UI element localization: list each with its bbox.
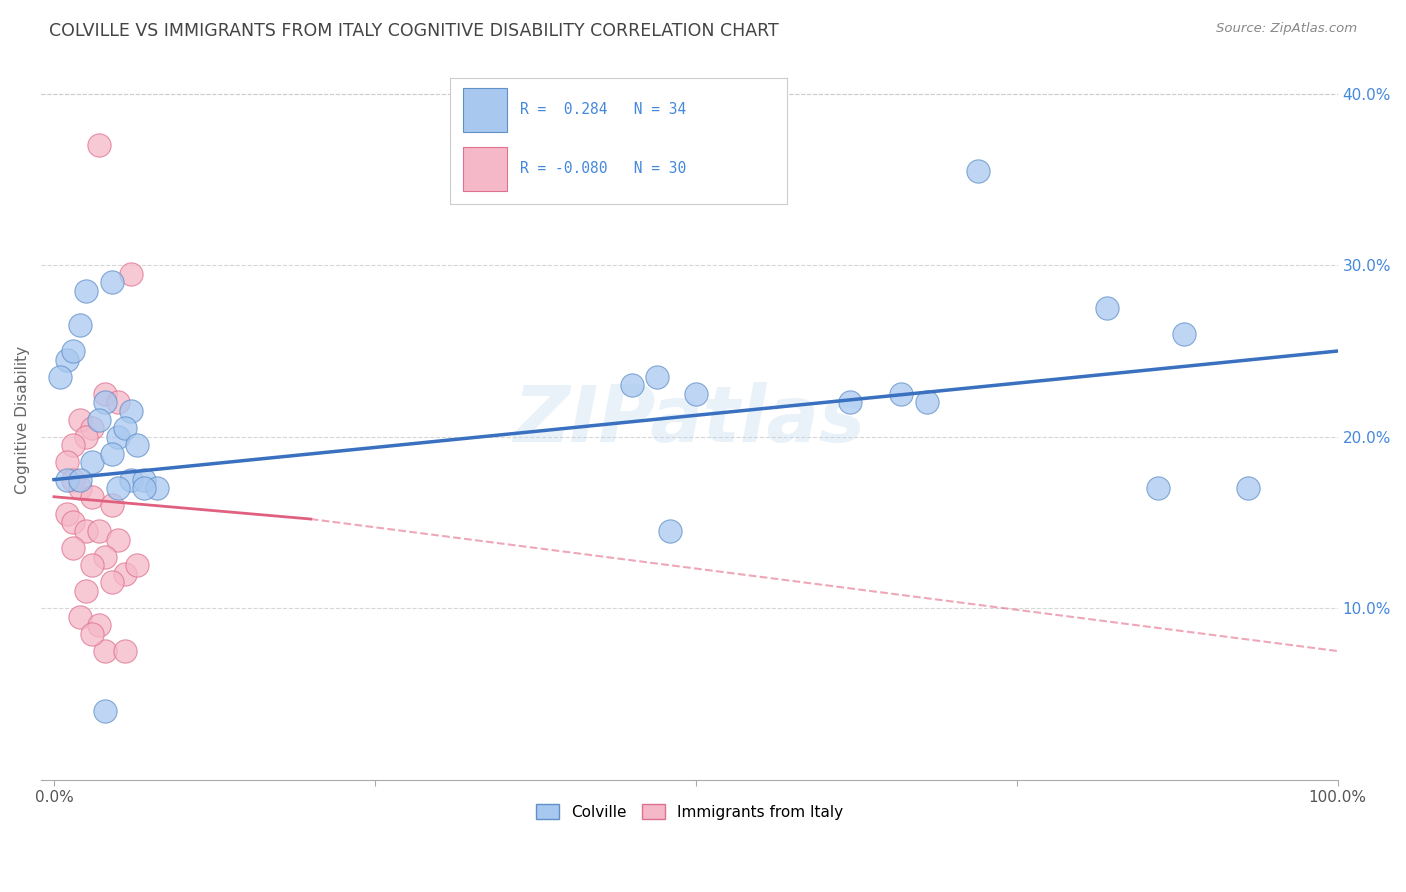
Point (94, 704, 117, 718)
Point (114, 566, 136, 581)
Point (82, 455, 104, 469)
Point (107, 430, 129, 444)
Point (69, 481, 91, 495)
Point (55, 455, 77, 469)
Point (915, 395, 938, 409)
Point (100, 575, 122, 590)
Point (127, 438, 149, 452)
Point (838, 395, 860, 409)
Point (114, 421, 136, 435)
Point (107, 533, 129, 547)
Point (69, 609, 91, 624)
Y-axis label: Cognitive Disability: Cognitive Disability (15, 345, 30, 493)
Point (69, 473, 91, 487)
Text: ZIPatlas: ZIPatlas (513, 382, 866, 458)
Point (145, 481, 167, 495)
Point (55, 507, 77, 521)
Point (127, 558, 149, 573)
Legend: Colville, Immigrants from Italy: Colville, Immigrants from Italy (530, 798, 849, 826)
Text: Source: ZipAtlas.com: Source: ZipAtlas.com (1216, 22, 1357, 36)
Point (87, 412, 110, 426)
Point (69, 318, 91, 333)
Point (87, 524, 110, 538)
Point (94, 644, 117, 658)
Point (55, 473, 77, 487)
Point (890, 387, 912, 401)
Point (87, 618, 110, 632)
Point (1147, 481, 1170, 495)
Point (100, 498, 122, 512)
Point (75, 284, 97, 298)
Point (75, 430, 97, 444)
Point (82, 490, 104, 504)
Point (94, 395, 117, 409)
Point (62, 438, 84, 452)
Point (620, 378, 643, 392)
Point (75, 524, 97, 538)
Point (645, 369, 668, 384)
Point (1173, 326, 1195, 341)
Point (107, 395, 129, 409)
Point (114, 644, 136, 658)
Point (94, 549, 117, 564)
Point (62, 473, 84, 487)
Point (132, 473, 155, 487)
Point (55, 352, 77, 367)
Point (120, 473, 142, 487)
Point (120, 267, 142, 281)
Point (82, 627, 104, 641)
Point (107, 481, 129, 495)
Point (1236, 481, 1258, 495)
Point (82, 421, 104, 435)
Point (75, 584, 97, 599)
Point (82, 558, 104, 573)
Point (87, 138, 110, 153)
Point (62, 541, 84, 556)
Point (685, 387, 707, 401)
Point (132, 481, 155, 495)
Point (49, 369, 72, 384)
Point (967, 164, 990, 178)
Point (100, 447, 122, 461)
Point (62, 516, 84, 530)
Point (62, 344, 84, 359)
Point (659, 524, 682, 538)
Text: COLVILLE VS IMMIGRANTS FROM ITALY COGNITIVE DISABILITY CORRELATION CHART: COLVILLE VS IMMIGRANTS FROM ITALY COGNIT… (49, 22, 779, 40)
Point (69, 412, 91, 426)
Point (100, 276, 122, 290)
Point (1095, 301, 1118, 315)
Point (120, 404, 142, 418)
Point (94, 387, 117, 401)
